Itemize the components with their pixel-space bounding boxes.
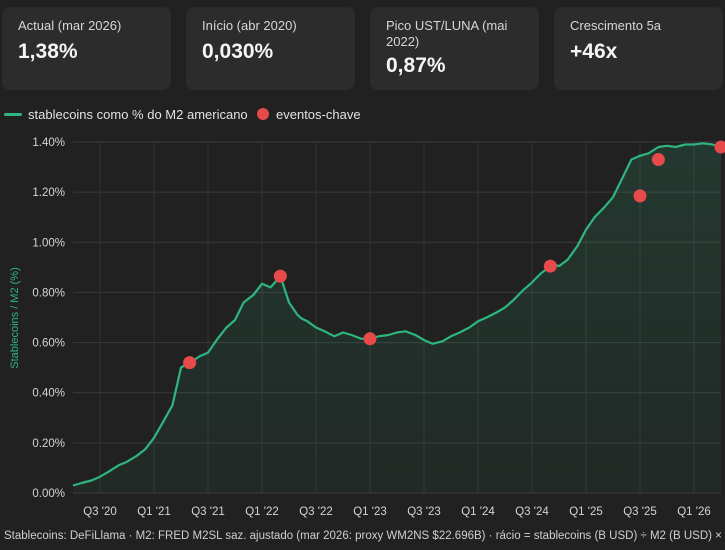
x-tick-label: Q3 '21 — [191, 506, 225, 518]
x-tick-label: Q1 '21 — [137, 506, 171, 518]
card-peak-label: Pico UST/LUNA (mai 2022) — [386, 18, 508, 49]
x-tick-label: Q3 '24 — [515, 506, 549, 518]
x-tick-label: Q1 '24 — [461, 506, 495, 518]
event-marker[interactable] — [543, 259, 557, 273]
card-growth-value: +46x — [570, 40, 618, 63]
card-current: Actual (mar 2026) 1,38% — [2, 7, 171, 90]
y-tick-label: 0.00% — [32, 488, 65, 500]
event-marker[interactable] — [651, 153, 665, 167]
card-start-value: 0,030% — [202, 40, 274, 63]
x-tick-label: Q3 '20 — [83, 506, 117, 518]
y-tick-label: 0.40% — [32, 388, 65, 400]
series-area — [73, 143, 721, 494]
source-footnote: Stablecoins: DeFiLlama · M2: FRED M2SL s… — [4, 530, 725, 542]
card-growth-label: Crescimento 5a — [570, 18, 662, 33]
legend-series-label: stablecoins como % do M2 americano — [28, 106, 248, 122]
x-tick-label: Q3 '25 — [623, 506, 657, 518]
y-tick-label: 0.60% — [32, 338, 65, 350]
x-tick-label: Q3 '22 — [299, 506, 333, 518]
event-marker[interactable] — [183, 356, 197, 370]
card-peak: Pico UST/LUNA (mai 2022) 0,87% — [370, 7, 539, 90]
legend-events-label: eventos-chave — [276, 106, 361, 122]
card-growth: Crescimento 5a +46x — [554, 7, 723, 90]
y-tick-label: 0.80% — [32, 287, 65, 299]
card-current-label: Actual (mar 2026) — [18, 18, 122, 33]
x-tick-label: Q1 '26 — [677, 506, 711, 518]
card-peak-value: 0,87% — [386, 54, 446, 77]
card-start: Início (abr 2020) 0,030% — [186, 7, 355, 90]
event-marker[interactable] — [633, 189, 647, 203]
y-axis-ticks: 0.00% 0.20% 0.40% 0.60% 0.80% 1.00% 1.20% 1.40% — [32, 137, 65, 500]
y-tick-label: 1.40% — [32, 137, 65, 149]
x-tick-label: Q3 '23 — [407, 506, 441, 518]
legend-line-swatch — [4, 112, 22, 116]
x-tick-label: Q1 '22 — [245, 506, 279, 518]
legend-events[interactable]: eventos-chave — [257, 104, 361, 124]
card-current-value: 1,38% — [18, 40, 78, 63]
y-tick-label: 0.20% — [32, 438, 65, 450]
x-tick-label: Q1 '23 — [353, 506, 387, 518]
card-start-label: Início (abr 2020) — [202, 18, 297, 33]
x-tick-label: Q1 '25 — [569, 506, 603, 518]
event-markers — [183, 140, 725, 370]
y-tick-label: 1.20% — [32, 187, 65, 199]
x-axis-ticks: Q3 '20 Q1 '21 Q3 '21 Q1 '22 Q3 '22 Q1 '23 Q3 '… — [83, 506, 711, 518]
y-axis-label: Stablecoins / M2 (%) — [9, 267, 21, 368]
y-tick-label: 1.00% — [32, 237, 65, 249]
legend-series[interactable]: stablecoins como % do M2 americano — [4, 104, 248, 124]
event-marker[interactable] — [363, 332, 377, 346]
summary-cards: Actual (mar 2026) 1,38% Início (abr 2020… — [2, 7, 723, 90]
event-marker[interactable] — [714, 140, 725, 154]
legend-dot-swatch — [257, 108, 269, 120]
event-marker[interactable] — [273, 269, 287, 283]
